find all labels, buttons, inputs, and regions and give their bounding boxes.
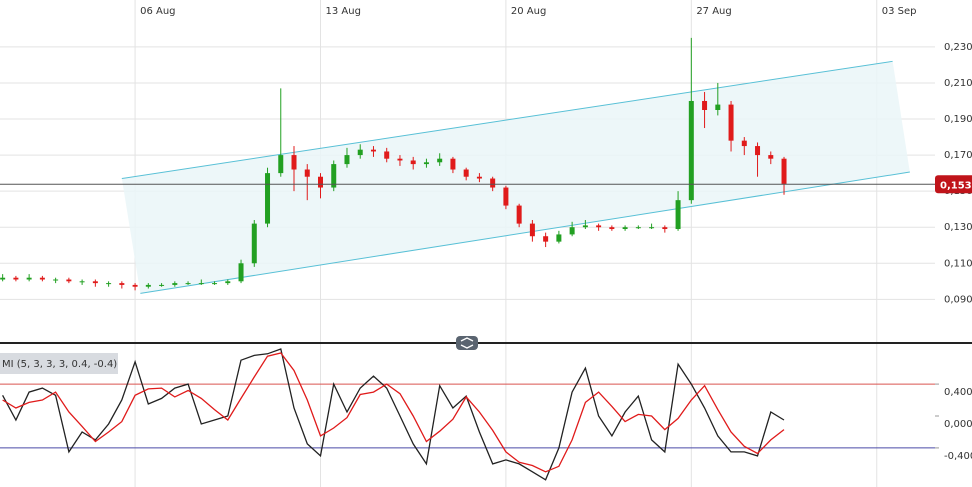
candle-body	[185, 283, 191, 285]
x-tick-label: 06 Aug	[140, 6, 175, 17]
candle-body	[582, 225, 588, 228]
channel-fill	[121, 61, 910, 294]
candle-body	[278, 155, 284, 174]
y-tick-label: 0,0000	[944, 419, 972, 430]
candle-body	[370, 149, 376, 152]
candle-body	[569, 227, 575, 235]
candle-body	[92, 281, 98, 284]
candle-body	[106, 283, 112, 285]
y-tick-label: 0,190	[944, 114, 972, 125]
candle-body	[688, 100, 694, 201]
candle-body	[159, 284, 165, 286]
candle-body	[13, 277, 19, 280]
candle-body	[476, 176, 482, 179]
candle-body	[781, 158, 787, 184]
candle-body	[132, 284, 138, 287]
y-tick-label: -0,400	[944, 451, 972, 462]
candle-body	[596, 225, 602, 228]
candle-body	[172, 283, 178, 285]
candle-body	[225, 281, 231, 284]
candle-body	[768, 155, 774, 159]
channel-line	[140, 171, 910, 294]
candle-body	[463, 169, 469, 177]
last-price-label: 0,1538	[940, 180, 972, 191]
candle-body	[728, 104, 734, 141]
candle-body	[331, 164, 337, 188]
candle-body	[543, 236, 549, 242]
candle-body	[357, 149, 363, 156]
y-tick-label: 0,110	[944, 258, 972, 269]
x-tick-label: 03 Sep	[882, 6, 917, 17]
candle-body	[662, 227, 668, 230]
candle-body	[265, 173, 271, 224]
candle-body	[503, 187, 509, 206]
candle-body	[397, 158, 403, 161]
indicator-label: MI (5, 3, 3, 3, 0.4, -0.4)	[2, 359, 117, 370]
candle-body	[304, 169, 310, 177]
resize-handle[interactable]	[456, 336, 478, 350]
candle-body	[291, 155, 297, 170]
y-tick-label: 0,230	[944, 42, 972, 53]
x-tick-label: 27 Aug	[696, 6, 731, 17]
y-tick-label: 0,090	[944, 294, 972, 305]
candle-body	[741, 140, 747, 147]
candle-body	[410, 160, 416, 165]
candle-body	[344, 155, 350, 165]
candle-body	[529, 223, 535, 237]
candle-body	[490, 178, 496, 188]
candle-body	[556, 234, 562, 242]
candle-body	[755, 146, 761, 156]
candle-body	[622, 227, 628, 230]
candle-body	[26, 277, 32, 280]
y-tick-label: 0,210	[944, 78, 972, 89]
x-tick-label: 13 Aug	[325, 6, 360, 17]
candle-body	[609, 227, 615, 230]
candle-body	[212, 283, 218, 285]
x-tick-label: 20 Aug	[511, 6, 546, 17]
candle-body	[119, 283, 125, 285]
candle-body	[450, 158, 456, 170]
candle-body	[53, 279, 59, 281]
candle-body	[251, 223, 257, 264]
candle-body	[145, 284, 151, 287]
candle-body	[649, 227, 655, 229]
candle-body	[198, 283, 204, 285]
candle-body	[437, 158, 443, 163]
oscillator-line	[2, 348, 785, 481]
candle-body	[516, 205, 522, 224]
candle-body	[238, 263, 244, 282]
handle-icon	[460, 337, 474, 349]
handle-button[interactable]	[456, 336, 478, 350]
candle-body	[79, 281, 85, 283]
candle-body	[675, 200, 681, 230]
candle-body	[702, 100, 708, 110]
candle-body	[317, 176, 323, 188]
candle-body	[384, 151, 390, 159]
y-tick-label: 0,130	[944, 222, 972, 233]
indicator-label-box	[0, 353, 118, 374]
last-price-box	[935, 175, 972, 194]
candle-body	[635, 227, 641, 229]
candle-body	[423, 162, 429, 165]
candle-body	[66, 279, 72, 282]
candle-body	[39, 277, 45, 280]
oscillator-line	[2, 352, 785, 473]
candle-body	[715, 104, 721, 110]
candle-body	[0, 277, 6, 280]
channel-line	[121, 60, 893, 180]
y-tick-label: 0,170	[944, 150, 972, 161]
